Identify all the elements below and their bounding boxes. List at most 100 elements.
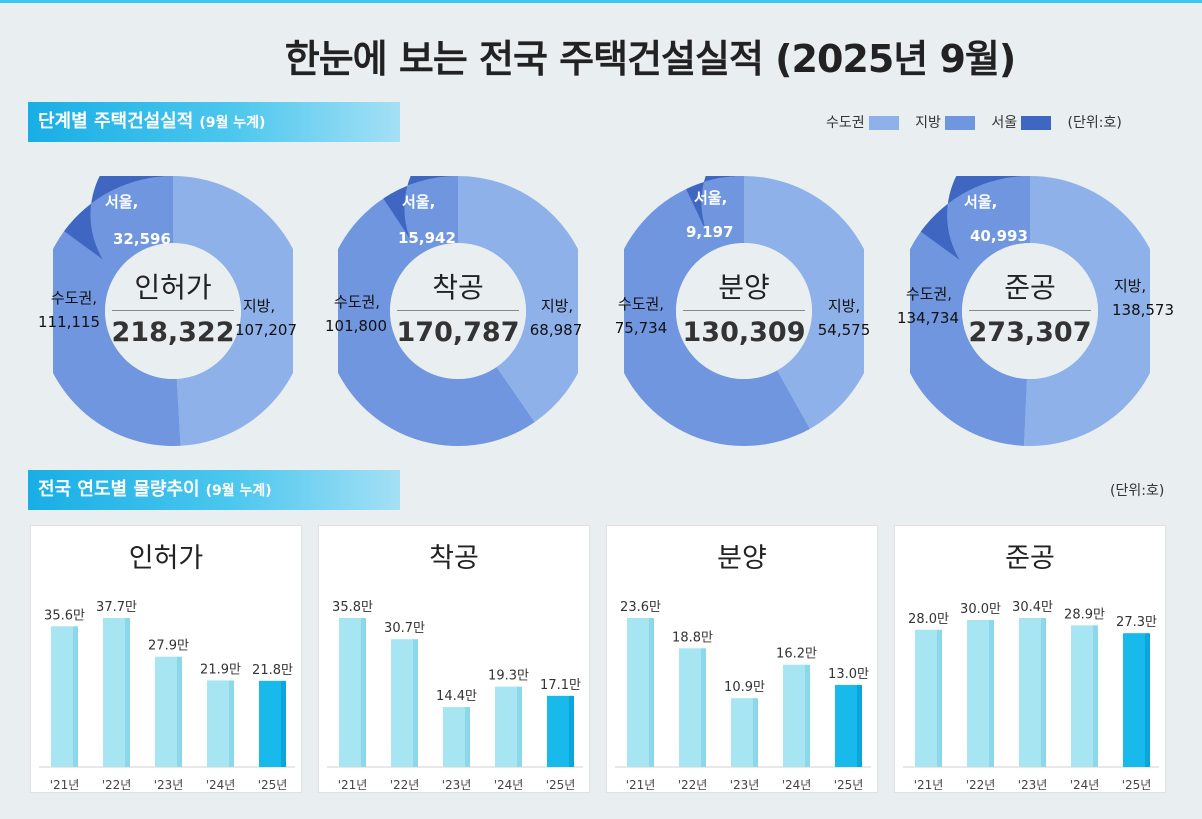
donut-capital-label: 수도권, — [617, 295, 665, 313]
bar-side — [125, 618, 130, 767]
x-tick-label: '23년 — [442, 778, 472, 792]
x-tick-label: '23년 — [1018, 778, 1048, 792]
x-tick-label: '23년 — [730, 778, 760, 792]
bar-chart-svg: 35.6만 '21년 37.7만 '22년 27.9만 '23년 21.9만 '24년 21.8… — [39, 600, 295, 792]
unit-label: (단위:호) — [1110, 483, 1165, 499]
donut-capital-value: 75,734 — [614, 319, 668, 337]
x-tick-label: '22년 — [966, 778, 996, 792]
donut-svg — [624, 176, 864, 446]
panel-title: 준공 — [1005, 543, 1055, 574]
bar-value-label: 17.1만 — [540, 678, 581, 693]
panel-title: 착공 — [429, 543, 479, 574]
bar-side — [701, 648, 706, 767]
bar-side — [465, 707, 470, 767]
legend-label: 수도권 — [826, 115, 865, 131]
donut-slice-seoul — [686, 176, 744, 233]
donut-center-divider — [683, 310, 805, 311]
bar-value-label: 18.8만 — [672, 630, 713, 645]
bar — [259, 680, 281, 767]
bar-chart-svg: 23.6만 '21년 18.8만 '22년 10.9만 '23년 16.2만 '24년 13.0… — [615, 600, 871, 792]
bar-side — [937, 629, 942, 767]
donut-local-value: 54,575 — [817, 321, 871, 339]
section-title: 전국 연도별 물량추이 — [38, 479, 200, 500]
bar-value-label: 30.7만 — [384, 621, 425, 636]
donut-stage-name: 착공 — [432, 271, 484, 304]
bar-value-label: 13.0만 — [828, 667, 869, 682]
donut-local-label: 지방, — [827, 297, 861, 315]
bar — [443, 707, 465, 767]
donut-slice-capital — [338, 176, 535, 446]
donut-hole — [962, 243, 1098, 379]
panel-title: 인허가 — [128, 543, 204, 574]
bar-side — [857, 684, 862, 767]
top-accent-line — [0, 0, 1202, 3]
donut-capital-label: 수도권, — [50, 289, 98, 307]
donut-total: 273,307 — [968, 317, 1092, 348]
section-subtitle: (9월 누계) — [205, 483, 272, 499]
legend-item-capital: 수도권 — [826, 112, 899, 132]
legend-swatch — [1021, 116, 1052, 130]
x-tick-label: '25년 — [834, 778, 864, 792]
bar-value-label: 21.9만 — [200, 662, 241, 677]
donut-permit: 서울, 32,596 수도권, 111,115 지방, 107,207 인허가 … — [38, 176, 297, 446]
bar — [391, 639, 413, 767]
x-tick-label: '23년 — [154, 778, 184, 792]
donut-seoul-label: 서울, — [694, 189, 728, 207]
bar-value-label: 16.2만 — [776, 647, 817, 662]
bar-side — [73, 626, 78, 767]
unit-label: (단위:호) — [1067, 115, 1122, 131]
donut-local-label: 지방, — [1113, 277, 1147, 295]
bar — [835, 684, 857, 767]
bar-chart-svg: 28.0만 '21년 30.0만 '22년 30.4만 '23년 28.9만 '24년 27.3… — [903, 600, 1159, 792]
donut-svg — [53, 176, 293, 446]
donut-center-divider — [112, 310, 234, 311]
donut-total: 218,322 — [111, 317, 235, 348]
donut-center-divider — [969, 310, 1091, 311]
bar-side — [281, 680, 286, 767]
bar-value-label: 27.9만 — [148, 639, 189, 654]
x-tick-label: '22년 — [678, 778, 708, 792]
bar-side — [413, 639, 418, 767]
donut-slice-seoul — [64, 176, 173, 260]
bar-value-label: 23.6만 — [620, 600, 661, 615]
donut-slice-seoul — [383, 176, 458, 239]
donut-slice-local — [1024, 176, 1150, 446]
donut-svg — [910, 176, 1150, 446]
donut-capital-value: 134,734 — [896, 309, 960, 327]
donut-slice-local — [173, 176, 293, 446]
bar-value-label: 37.7만 — [96, 600, 137, 615]
bar-side — [649, 618, 654, 767]
donut-total: 170,787 — [396, 317, 520, 348]
x-tick-label: '21년 — [914, 778, 944, 792]
donut-seoul-value: 15,942 — [398, 229, 456, 247]
bar — [627, 618, 649, 767]
donut-slice-capital — [624, 176, 810, 446]
bar — [967, 619, 989, 767]
donut-capital-label: 수도권, — [333, 293, 381, 311]
donut-total: 130,309 — [682, 317, 806, 348]
bar-side — [805, 664, 810, 767]
legend: 수도권 지방 서울 (단위:호) — [826, 112, 1134, 132]
donut-stage-name: 준공 — [1004, 271, 1056, 304]
bar-value-label: 30.0만 — [960, 602, 1001, 617]
bar-side — [1145, 633, 1150, 767]
donut-seoul-value: 32,596 — [113, 230, 171, 248]
bar-panel-sale: 분양 23.6만 '21년 18.8만 '22년 10.9만 '23년 16.2만 '24년 1… — [606, 525, 878, 793]
legend-swatch — [944, 116, 975, 130]
donut-local-value: 138,573 — [1111, 301, 1175, 319]
donut-local-label: 지방, — [242, 297, 276, 315]
donut-capital-label: 수도권, — [905, 285, 953, 303]
bar-side — [361, 618, 366, 767]
bar — [495, 686, 517, 767]
bar-panel-complete: 준공 28.0만 '21년 30.0만 '22년 30.4만 '23년 28.9만 '24년 2… — [894, 525, 1166, 793]
bar-value-label: 28.9만 — [1064, 607, 1105, 622]
donut-svg — [338, 176, 578, 446]
bar-value-label: 14.4만 — [436, 689, 477, 704]
x-tick-label: '21년 — [50, 778, 80, 792]
x-tick-label: '21년 — [338, 778, 368, 792]
donut-seoul-label: 서울, — [105, 193, 139, 211]
donut-local-label: 지방, — [540, 297, 574, 315]
x-tick-label: '24년 — [206, 778, 236, 792]
donut-slice-local — [744, 176, 864, 429]
